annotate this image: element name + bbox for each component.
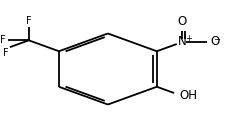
Text: N: N [177,35,186,48]
Text: O: O [177,15,186,28]
Text: OH: OH [178,89,196,102]
Text: +: + [184,34,191,43]
Text: F: F [26,16,32,26]
Text: F: F [3,48,9,58]
Text: O: O [210,35,219,48]
Text: −: − [212,35,219,44]
Text: F: F [0,35,6,45]
